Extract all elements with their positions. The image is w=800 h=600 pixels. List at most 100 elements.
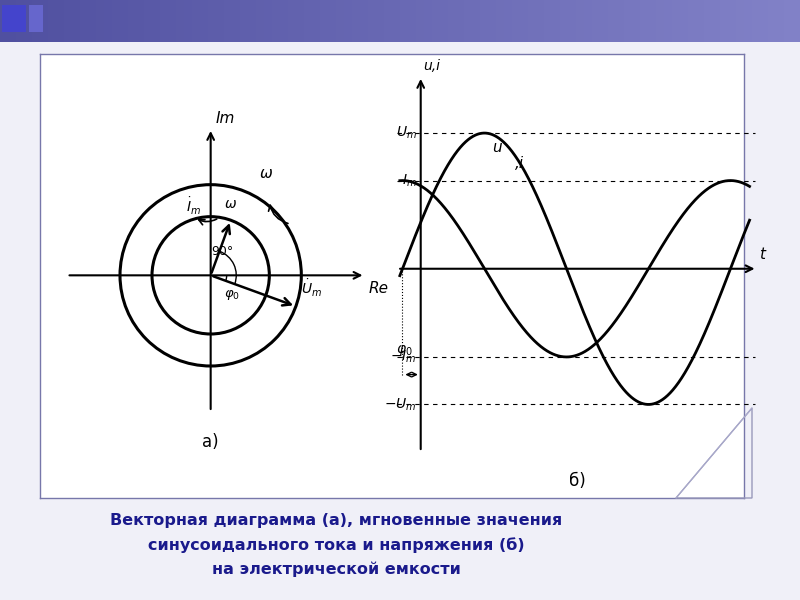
Text: u: u (492, 140, 502, 155)
Bar (288, 0, 296, 42)
Bar (400, 0, 408, 42)
Bar (176, 0, 184, 42)
Text: u,i: u,i (423, 59, 440, 73)
Text: $-U_m$: $-U_m$ (384, 396, 417, 413)
Bar (456, 0, 464, 42)
Bar (776, 0, 784, 42)
Bar (0, 0, 8, 42)
Bar (672, 0, 680, 42)
Bar (24, 0, 32, 42)
Bar (336, 0, 344, 42)
Bar (64, 0, 72, 42)
Bar (704, 0, 712, 42)
Bar (432, 0, 440, 42)
Bar (592, 0, 600, 42)
Bar (728, 0, 736, 42)
Bar (304, 0, 312, 42)
Bar (80, 0, 88, 42)
Bar (184, 0, 192, 42)
Bar (792, 0, 800, 42)
Bar (528, 0, 536, 42)
Bar (752, 0, 760, 42)
Bar (280, 0, 288, 42)
Bar (720, 0, 728, 42)
Text: $U_m$: $U_m$ (395, 125, 417, 141)
Bar (208, 0, 216, 42)
Bar (424, 0, 432, 42)
Bar (600, 0, 608, 42)
Bar (648, 0, 656, 42)
Bar (368, 0, 376, 42)
Text: $\varphi_0$: $\varphi_0$ (396, 343, 412, 358)
Bar (192, 0, 200, 42)
Bar (72, 0, 80, 42)
Bar (552, 0, 560, 42)
Bar (440, 0, 448, 42)
Bar (328, 0, 336, 42)
Bar (696, 0, 704, 42)
Bar (544, 0, 552, 42)
Bar (264, 0, 272, 42)
Bar (480, 0, 488, 42)
Bar (760, 0, 768, 42)
Bar (136, 0, 144, 42)
Bar (520, 0, 528, 42)
Text: $\dot{U}_m$: $\dot{U}_m$ (301, 278, 322, 299)
Bar (408, 0, 416, 42)
Text: ,i: ,i (514, 156, 524, 171)
Bar (464, 0, 472, 42)
Text: Re: Re (369, 281, 389, 296)
Bar (616, 0, 624, 42)
Text: $I_m$: $I_m$ (402, 172, 417, 189)
Bar (200, 0, 208, 42)
Bar (88, 0, 96, 42)
Text: а): а) (202, 433, 219, 451)
Bar (96, 0, 104, 42)
Text: 90°: 90° (211, 245, 234, 259)
Bar (736, 0, 744, 42)
Text: Im: Im (216, 111, 235, 126)
Bar (8, 0, 16, 42)
Bar (56, 0, 64, 42)
Bar (240, 0, 248, 42)
Bar (712, 0, 720, 42)
Bar (112, 0, 120, 42)
Text: $\varphi_0$: $\varphi_0$ (224, 288, 240, 302)
Text: б): б) (569, 472, 586, 490)
Bar (168, 0, 176, 42)
Bar (272, 0, 280, 42)
Bar (144, 0, 152, 42)
Text: ω: ω (225, 197, 236, 211)
Bar (488, 0, 496, 42)
Bar (416, 0, 424, 42)
Bar (104, 0, 112, 42)
Bar (656, 0, 664, 42)
Bar (560, 0, 568, 42)
Bar (640, 0, 648, 42)
Bar (2, 5, 26, 32)
Bar (128, 0, 136, 42)
Bar (496, 0, 504, 42)
Bar (152, 0, 160, 42)
Bar (376, 0, 384, 42)
Bar (29, 5, 43, 32)
Bar (512, 0, 520, 42)
Bar (248, 0, 256, 42)
Bar (360, 0, 368, 42)
Bar (688, 0, 696, 42)
Bar (784, 0, 792, 42)
Bar (256, 0, 264, 42)
Text: ω: ω (260, 166, 273, 181)
Bar (768, 0, 776, 42)
Bar (744, 0, 752, 42)
Bar (48, 0, 56, 42)
Bar (40, 0, 48, 42)
Bar (344, 0, 352, 42)
Bar (120, 0, 128, 42)
Bar (312, 0, 320, 42)
Bar (216, 0, 224, 42)
Bar (352, 0, 360, 42)
Text: t: t (759, 247, 765, 262)
Bar (392, 0, 400, 42)
Bar (384, 0, 392, 42)
